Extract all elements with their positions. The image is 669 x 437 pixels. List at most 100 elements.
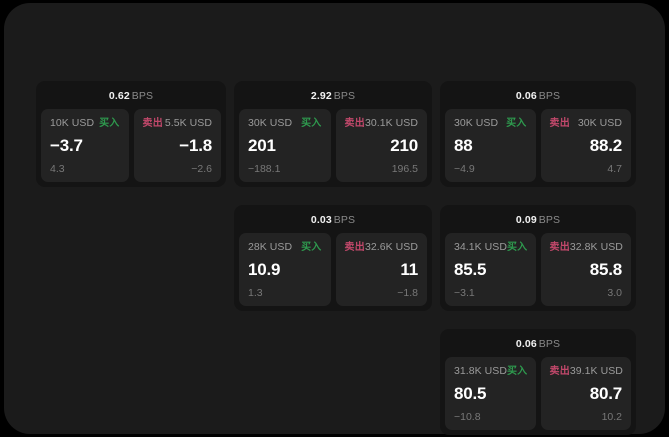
bps-unit: BPS: [131, 90, 154, 102]
sell-panel[interactable]: 卖出 5.5K USD −1.8 −2.6: [133, 109, 221, 182]
buy-panel[interactable]: 28K USD 买入 10.9 1.3: [239, 233, 331, 306]
quote-card[interactable]: 0.03 BPS 28K USD 买入 10.9 1.3 卖出: [234, 205, 432, 311]
buy-delta-value: −10.8: [454, 411, 481, 423]
buy-side-label: 买入: [506, 118, 527, 129]
buy-price-value: −3.7: [50, 136, 83, 155]
buy-delta-value: −188.1: [248, 163, 281, 175]
buy-price-value: 88: [454, 136, 473, 155]
buy-panel-header: 31.8K USD 买入: [454, 365, 527, 378]
bps-unit: BPS: [333, 90, 356, 102]
buy-price-value: 10.9: [248, 260, 281, 279]
sell-side-label: 卖出: [549, 242, 570, 253]
quote-column-3: 0.06 BPS 30K USD 买入 88 −4.9 卖出: [440, 81, 636, 435]
quote-card[interactable]: 0.09 BPS 34.1K USD 买入 85.5 −3.1 卖出: [440, 205, 636, 311]
buy-panel-header: 10K USD 买入: [50, 117, 120, 130]
bps-unit: BPS: [538, 214, 561, 226]
quote-column-1: 0.62 BPS 10K USD 买入 −3.7 4.3 卖出: [36, 81, 226, 435]
sell-panel-header: 卖出 32.8K USD: [550, 241, 623, 254]
panel-pair: 30K USD 买入 88 −4.9 卖出 30K USD 88.2 4.7: [445, 109, 631, 182]
bps-value: 0.03: [310, 214, 332, 226]
panel-pair: 10K USD 买入 −3.7 4.3 卖出 5.5K USD −1.8 −2.…: [41, 109, 221, 182]
buy-delta-value: −4.9: [454, 163, 475, 175]
buy-size-label: 30K USD: [454, 117, 499, 129]
bps-value: 2.92: [310, 90, 332, 102]
buy-size-label: 10K USD: [50, 117, 95, 129]
sell-panel[interactable]: 卖出 32.6K USD 11 −1.8: [335, 233, 427, 306]
panel-pair: 30K USD 买入 201 −188.1 卖出 30.1K USD 210 1…: [239, 109, 427, 182]
buy-panel[interactable]: 10K USD 买入 −3.7 4.3: [41, 109, 129, 182]
bps-value: 0.06: [515, 338, 537, 350]
app-surface: 0.62 BPS 10K USD 买入 −3.7 4.3 卖出: [4, 3, 665, 435]
card-header: 0.06 BPS: [445, 87, 631, 109]
card-header: 0.06 BPS: [445, 335, 631, 357]
card-header: 0.09 BPS: [445, 211, 631, 233]
buy-panel[interactable]: 30K USD 买入 201 −188.1: [239, 109, 331, 182]
buy-panel[interactable]: 30K USD 买入 88 −4.9: [445, 109, 536, 182]
bps-value: 0.62: [108, 90, 130, 102]
sell-delta-value: 3.0: [607, 287, 622, 299]
sell-size-label: 5.5K USD: [164, 117, 212, 129]
sell-side-label: 卖出: [142, 118, 163, 129]
sell-panel[interactable]: 卖出 30.1K USD 210 196.5: [335, 109, 427, 182]
buy-price-value: 201: [248, 136, 276, 155]
quote-column-2: 2.92 BPS 30K USD 买入 201 −188.1 卖出: [234, 81, 432, 435]
sell-side-label: 卖出: [344, 242, 365, 253]
panel-pair: 34.1K USD 买入 85.5 −3.1 卖出 32.8K USD 85.8…: [445, 233, 631, 306]
buy-side-label: 买入: [506, 242, 528, 253]
buy-panel-header: 30K USD 买入: [248, 117, 322, 130]
buy-price-value: 80.5: [454, 384, 487, 403]
quote-card[interactable]: 0.62 BPS 10K USD 买入 −3.7 4.3 卖出: [36, 81, 226, 187]
panel-pair: 28K USD 买入 10.9 1.3 卖出 32.6K USD 11 −1.8: [239, 233, 427, 306]
sell-size-label: 32.6K USD: [365, 241, 418, 253]
sell-delta-value: −2.6: [191, 163, 212, 175]
sell-panel[interactable]: 卖出 32.8K USD 85.8 3.0: [540, 233, 631, 306]
bps-value: 0.06: [515, 90, 537, 102]
buy-size-label: 28K USD: [248, 241, 293, 253]
buy-delta-value: 4.3: [50, 163, 65, 175]
sell-price-value: −1.8: [179, 136, 212, 155]
buy-delta-value: 1.3: [248, 287, 263, 299]
sell-price-value: 11: [400, 260, 418, 279]
quote-card-grid: 0.62 BPS 10K USD 买入 −3.7 4.3 卖出: [36, 81, 644, 435]
bps-unit: BPS: [538, 338, 561, 350]
buy-panel-header: 30K USD 买入: [454, 117, 527, 130]
buy-delta-value: −3.1: [454, 287, 475, 299]
buy-side-label: 买入: [301, 242, 322, 253]
sell-price-value: 80.7: [589, 384, 622, 403]
sell-panel-header: 卖出 30.1K USD: [345, 117, 419, 130]
buy-size-label: 31.8K USD: [454, 365, 507, 377]
card-header: 2.92 BPS: [239, 87, 427, 109]
sell-delta-value: 4.7: [607, 163, 622, 175]
bps-unit: BPS: [538, 90, 561, 102]
sell-panel-header: 卖出 5.5K USD: [143, 117, 213, 130]
sell-panel-header: 卖出 39.1K USD: [550, 365, 623, 378]
sell-panel-header: 卖出 32.6K USD: [345, 241, 419, 254]
buy-panel[interactable]: 34.1K USD 买入 85.5 −3.1: [445, 233, 536, 306]
sell-price-value: 85.8: [589, 260, 622, 279]
quote-card[interactable]: 0.06 BPS 30K USD 买入 88 −4.9 卖出: [440, 81, 636, 187]
quote-card[interactable]: 2.92 BPS 30K USD 买入 201 −188.1 卖出: [234, 81, 432, 187]
sell-side-label: 卖出: [344, 118, 365, 129]
sell-size-label: 39.1K USD: [569, 365, 623, 377]
buy-panel-header: 34.1K USD 买入: [454, 241, 527, 254]
sell-delta-value: 10.2: [601, 411, 622, 423]
quote-card[interactable]: 0.06 BPS 31.8K USD 买入 80.5 −10.8 卖出: [440, 329, 636, 435]
buy-side-label: 买入: [99, 118, 120, 129]
sell-delta-value: 196.5: [391, 163, 418, 175]
buy-price-value: 85.5: [454, 260, 487, 279]
panel-pair: 31.8K USD 买入 80.5 −10.8 卖出 39.1K USD 80.…: [445, 357, 631, 430]
sell-panel[interactable]: 卖出 30K USD 88.2 4.7: [540, 109, 631, 182]
sell-panel-header: 卖出 30K USD: [550, 117, 623, 130]
buy-size-label: 34.1K USD: [454, 241, 507, 253]
buy-side-label: 买入: [506, 366, 528, 377]
sell-price-value: 88.2: [589, 136, 622, 155]
card-header: 0.03 BPS: [239, 211, 427, 233]
buy-panel[interactable]: 31.8K USD 买入 80.5 −10.8: [445, 357, 536, 430]
buy-panel-header: 28K USD 买入: [248, 241, 322, 254]
sell-panel[interactable]: 卖出 39.1K USD 80.7 10.2: [540, 357, 631, 430]
bps-unit: BPS: [333, 214, 356, 226]
sell-side-label: 卖出: [549, 118, 570, 129]
buy-size-label: 30K USD: [248, 117, 293, 129]
sell-side-label: 卖出: [549, 366, 570, 377]
sell-size-label: 30K USD: [577, 117, 622, 129]
